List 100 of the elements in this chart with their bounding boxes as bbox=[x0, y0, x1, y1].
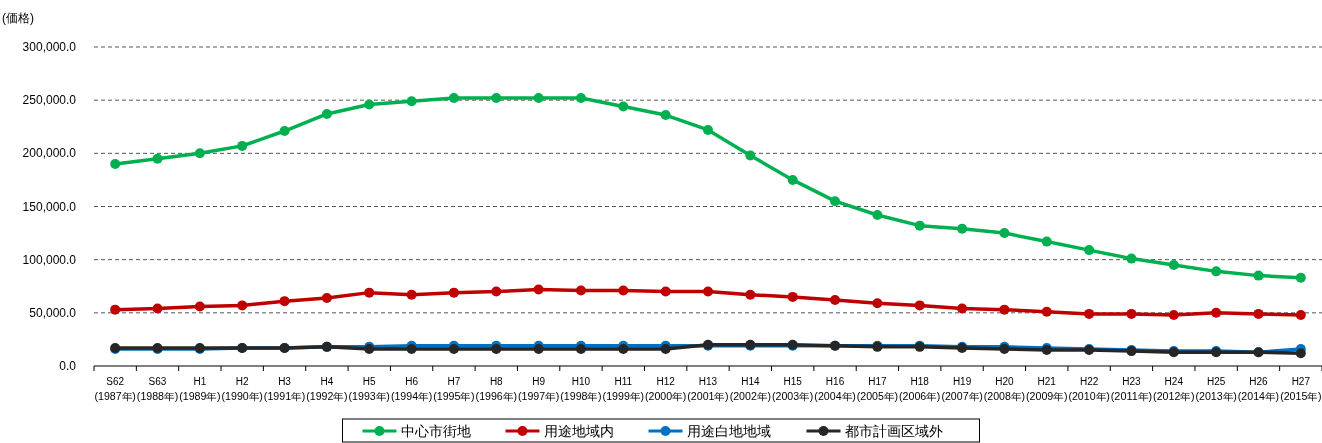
point bbox=[1126, 253, 1137, 264]
y-tick-label: 100,000.0 bbox=[22, 252, 77, 267]
point bbox=[533, 93, 544, 104]
point bbox=[660, 286, 671, 297]
x-tick-label: H27 (2015年) bbox=[1280, 376, 1322, 402]
point bbox=[1126, 308, 1137, 319]
x-tick-label: S63 (1988年) bbox=[136, 376, 179, 402]
point bbox=[406, 289, 417, 300]
point bbox=[321, 292, 332, 303]
point bbox=[1211, 307, 1222, 318]
y-axis-title: (価格) bbox=[2, 11, 34, 25]
point bbox=[872, 210, 883, 221]
x-tick-label: H11 (1999年) bbox=[602, 376, 644, 402]
x-tick-label: H26 (2014年) bbox=[1237, 376, 1280, 402]
point bbox=[364, 99, 375, 110]
point bbox=[1253, 270, 1264, 281]
point bbox=[957, 223, 968, 234]
point bbox=[237, 300, 248, 311]
point bbox=[618, 285, 629, 296]
point bbox=[703, 286, 713, 297]
x-tick-label: H5 (1993年) bbox=[348, 376, 390, 402]
x-tick-label: H3 (1991年) bbox=[263, 376, 306, 402]
point bbox=[1211, 266, 1222, 277]
point bbox=[152, 303, 163, 314]
x-tick-label: H23 (2011年) bbox=[1110, 376, 1153, 402]
point bbox=[110, 304, 121, 315]
point bbox=[194, 301, 205, 312]
x-tick-label: H12 (2000年) bbox=[644, 376, 687, 402]
point bbox=[279, 296, 290, 307]
point bbox=[533, 284, 544, 295]
point bbox=[1253, 308, 1264, 319]
point bbox=[703, 124, 713, 135]
point bbox=[110, 158, 121, 169]
point bbox=[1295, 309, 1306, 320]
x-tick-label: H24 (2012年) bbox=[1153, 376, 1195, 402]
point bbox=[491, 93, 502, 104]
point bbox=[914, 300, 925, 311]
point bbox=[999, 228, 1010, 239]
point bbox=[618, 101, 629, 112]
y-tick-label: 300,000.0 bbox=[22, 40, 77, 54]
x-tick-label: H19 (2007年) bbox=[941, 376, 983, 402]
x-tick-label: H18 (2006年) bbox=[899, 376, 941, 402]
y-tick-label: 0.0 bbox=[59, 359, 77, 373]
point bbox=[1084, 245, 1095, 256]
x-tick-label: S62 (1987年) bbox=[94, 376, 136, 402]
x-tick-label: H20 (2008年) bbox=[983, 376, 1026, 402]
legend-label: 都市計画区域外 bbox=[844, 423, 943, 439]
x-tick-label: H7 (1995年) bbox=[433, 376, 475, 402]
x-tick-label: H1 (1989年) bbox=[179, 376, 221, 402]
point bbox=[660, 110, 671, 121]
point bbox=[872, 298, 883, 309]
x-tick-label: H17 (2005年) bbox=[856, 376, 899, 402]
point bbox=[575, 93, 586, 104]
point bbox=[830, 196, 841, 207]
point bbox=[1168, 309, 1179, 320]
x-tick-label: H16 (2004年) bbox=[814, 376, 856, 402]
x-tick-label: H6 (1994年) bbox=[390, 376, 433, 402]
x-tick-label: H22 (2010年) bbox=[1068, 376, 1110, 402]
point bbox=[745, 150, 756, 161]
point bbox=[406, 96, 417, 107]
y-tick-label: 200,000.0 bbox=[22, 146, 77, 161]
point bbox=[448, 287, 459, 298]
point bbox=[448, 93, 459, 104]
x-tick-label: H25 (2013年) bbox=[1195, 376, 1237, 402]
point bbox=[152, 153, 163, 164]
point bbox=[321, 108, 332, 119]
point bbox=[830, 295, 841, 306]
point bbox=[237, 140, 248, 151]
x-tick-label: H21 (2009年) bbox=[1026, 376, 1068, 402]
x-tick-label: H8 (1996年) bbox=[475, 376, 517, 402]
point bbox=[575, 285, 586, 296]
point bbox=[194, 148, 205, 159]
x-tick-label: H9 (1997年) bbox=[517, 376, 560, 402]
point bbox=[787, 174, 798, 185]
point bbox=[999, 304, 1010, 315]
x-tick-label: H14 (2002年) bbox=[729, 376, 772, 402]
x-tick-label: H13 (2001年) bbox=[687, 376, 729, 402]
point bbox=[787, 291, 798, 302]
y-tick-label: 50,000.0 bbox=[29, 305, 77, 320]
point bbox=[491, 286, 502, 297]
x-tick-label: H2 (1990年) bbox=[221, 376, 263, 402]
point bbox=[1295, 348, 1306, 359]
point bbox=[1084, 308, 1095, 319]
x-tick-label: H10 (1998年) bbox=[560, 376, 602, 402]
point bbox=[1041, 236, 1052, 247]
legend-label: 中心市街地 bbox=[400, 423, 471, 439]
legend-label: 用途地域内 bbox=[543, 423, 614, 439]
point bbox=[364, 287, 375, 298]
y-tick-label: 150,000.0 bbox=[22, 199, 77, 214]
legend-label: 用途白地地域 bbox=[686, 423, 771, 439]
point bbox=[1041, 306, 1052, 317]
point bbox=[279, 126, 290, 136]
point bbox=[1168, 259, 1179, 270]
point bbox=[914, 220, 925, 231]
point bbox=[745, 289, 756, 300]
point bbox=[957, 303, 968, 314]
point bbox=[1295, 272, 1306, 283]
x-tick-label: H4 (1992年) bbox=[306, 376, 348, 402]
y-tick-label: 250,000.0 bbox=[22, 93, 77, 108]
x-tick-label: H15 (2003年) bbox=[772, 376, 814, 402]
